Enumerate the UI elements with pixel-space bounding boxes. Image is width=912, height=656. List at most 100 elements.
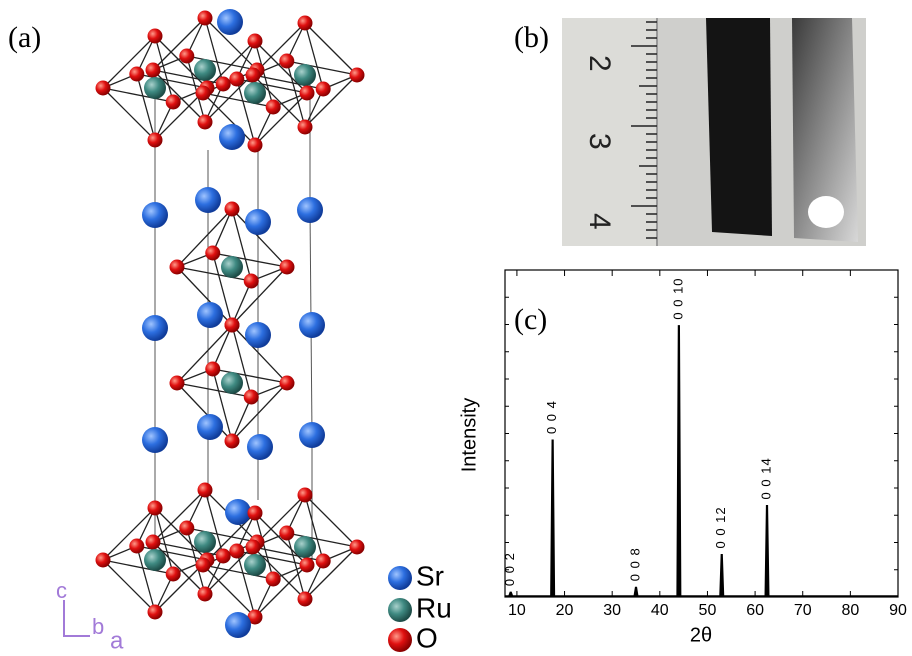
o-atom [198, 11, 213, 26]
o-atom [146, 535, 161, 550]
x-tick-label: 70 [794, 602, 812, 619]
sr-atom [195, 187, 221, 213]
ru-atom [244, 82, 266, 104]
o-atom [179, 49, 194, 64]
panel-label: (c) [514, 303, 547, 336]
o-atom [225, 318, 240, 333]
x-tick-label: 90 [889, 602, 907, 619]
x-tick-label: 80 [841, 602, 859, 619]
bond [177, 325, 232, 383]
peak-label: 0 0 4 [544, 400, 559, 434]
photo [562, 18, 866, 246]
legend-label: O [416, 622, 438, 653]
o-atom [316, 82, 331, 97]
peak [765, 505, 769, 596]
o-atom [248, 138, 263, 153]
sr-atom [299, 422, 325, 448]
o-atom [350, 540, 365, 555]
ruler [562, 18, 657, 246]
o-atom [148, 29, 163, 44]
x-tick-label: 10 [508, 602, 526, 619]
o-atom [266, 572, 281, 587]
bond [153, 18, 205, 70]
axis-label: c [56, 578, 67, 603]
o-atom [300, 558, 315, 573]
ru-atom [144, 549, 166, 571]
o-atom [148, 133, 163, 148]
o-atom [280, 260, 295, 275]
o-atom [246, 540, 261, 555]
o-atom [298, 16, 313, 31]
o-atom [196, 86, 211, 101]
o-atom [129, 539, 144, 554]
sr-atom [247, 434, 273, 460]
bond [153, 490, 205, 542]
sr-atom [245, 322, 271, 348]
o-atom [205, 362, 220, 377]
legend-swatch [388, 598, 412, 622]
bond [103, 36, 155, 88]
peak [509, 592, 513, 596]
ru-atom [294, 64, 316, 86]
o-atom [266, 100, 281, 115]
peak [720, 554, 724, 596]
o-atom [96, 553, 111, 568]
sr-atom [142, 427, 168, 453]
x-tick-label: 60 [746, 602, 764, 619]
bond [305, 75, 357, 127]
o-atom [96, 81, 111, 96]
o-atom [216, 549, 231, 564]
sr-atom [142, 315, 168, 341]
ruler-number: 2 [583, 55, 616, 72]
o-atom [148, 501, 163, 516]
o-atom [279, 54, 294, 69]
sr-atom [142, 202, 168, 228]
ru-atom [194, 531, 216, 553]
o-atom [216, 77, 231, 92]
ruler-number: 3 [583, 133, 616, 150]
o-atom [225, 434, 240, 449]
o-atom [244, 390, 259, 405]
bond [255, 565, 307, 617]
o-atom [298, 120, 313, 135]
o-atom [179, 521, 194, 536]
o-atom [279, 526, 294, 541]
legend-label: Sr [416, 560, 444, 591]
bond [232, 267, 287, 325]
x-axis-label: 2θ [690, 624, 712, 646]
o-atom [170, 260, 185, 275]
figure: (a) Sr Ru O c b a 2 3 4 (b) 102030405060… [0, 0, 912, 656]
plot-frame [505, 270, 898, 597]
bond [255, 93, 307, 145]
o-atom [170, 376, 185, 391]
o-atom [146, 63, 161, 78]
panel-label: (b) [514, 21, 549, 54]
o-atom [248, 34, 263, 49]
peak [634, 587, 638, 596]
o-atom [198, 483, 213, 498]
peak-label: 0 0 10 [670, 277, 685, 319]
ru-atom [244, 554, 266, 576]
bond [177, 209, 232, 267]
o-atom [316, 554, 331, 569]
sr-atom [217, 9, 243, 35]
x-tick-label: 50 [699, 602, 717, 619]
sample-dark [706, 18, 772, 236]
o-atom [166, 567, 181, 582]
y-axis-label: Intensity [458, 398, 480, 472]
o-atom [148, 605, 163, 620]
o-atom [280, 376, 295, 391]
axis-label: a [110, 627, 124, 654]
sr-atom [297, 197, 323, 223]
o-atom [129, 67, 144, 82]
ru-atom [194, 59, 216, 81]
o-atom [350, 68, 365, 83]
reflection [808, 196, 844, 228]
sr-atom [219, 124, 245, 150]
peak-label: 0 0 2 [502, 552, 517, 586]
panel-label: (a) [8, 21, 41, 54]
x-tick-label: 30 [603, 602, 621, 619]
bond [305, 547, 357, 599]
o-atom [246, 68, 261, 83]
